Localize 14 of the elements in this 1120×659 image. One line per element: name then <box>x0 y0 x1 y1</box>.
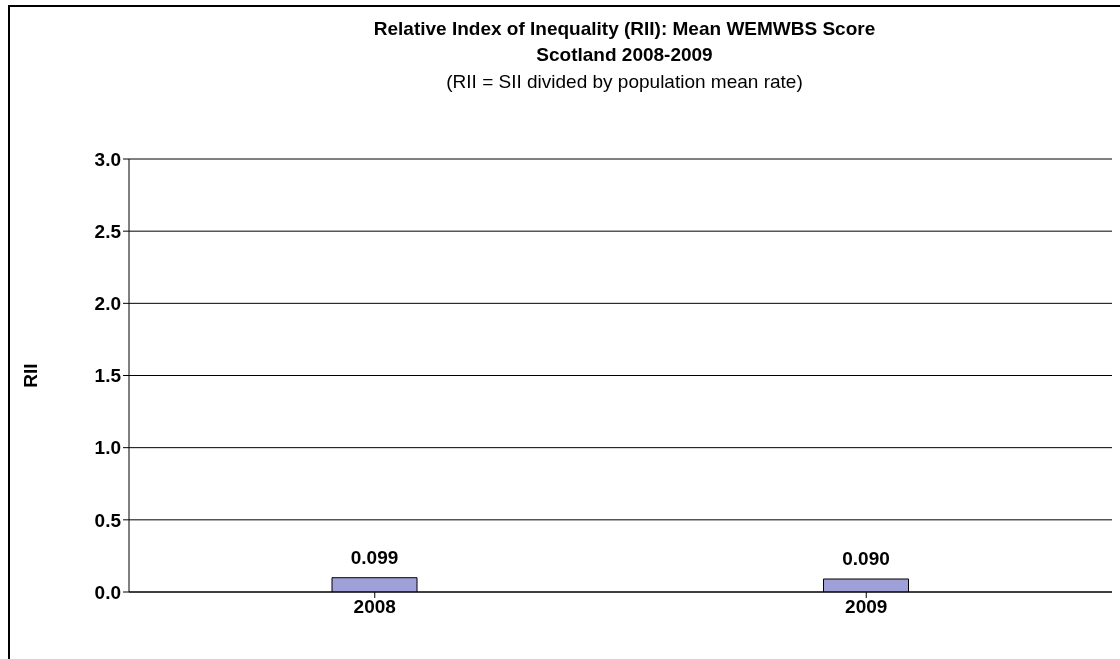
y-axis-title: RII <box>19 363 41 388</box>
y-tick-label: 1.5 <box>94 365 122 387</box>
y-tick-label: 1.0 <box>94 437 121 459</box>
y-tick-label: 3.0 <box>94 148 121 170</box>
chart-subtitle: (RII = SII divided by population mean rate) <box>445 70 804 94</box>
y-tick-label: 0.0 <box>94 581 121 603</box>
y-tick-label: 2.0 <box>94 293 121 315</box>
y-tick-label: 0.5 <box>94 509 122 531</box>
data-label: 0.099 <box>350 546 399 568</box>
data-label: 0.090 <box>842 548 890 570</box>
y-tick-label: 2.5 <box>94 220 122 242</box>
chart-title: Relative Index of Inequality (RII): Mean WEMWBS Score Scotland 2008-2009 <box>372 17 877 67</box>
x-tick-label: 2009 <box>845 596 888 618</box>
x-tick-label: 2008 <box>353 596 396 618</box>
